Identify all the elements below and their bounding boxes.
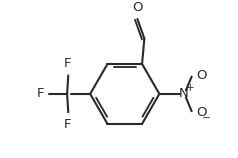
Text: O: O — [132, 1, 143, 14]
Text: −: − — [202, 112, 211, 123]
Text: F: F — [63, 118, 71, 131]
Text: O: O — [196, 106, 207, 119]
Text: N: N — [179, 87, 188, 100]
Text: O: O — [196, 69, 207, 82]
Text: F: F — [37, 87, 44, 100]
Text: +: + — [186, 82, 194, 93]
Text: F: F — [63, 57, 71, 70]
